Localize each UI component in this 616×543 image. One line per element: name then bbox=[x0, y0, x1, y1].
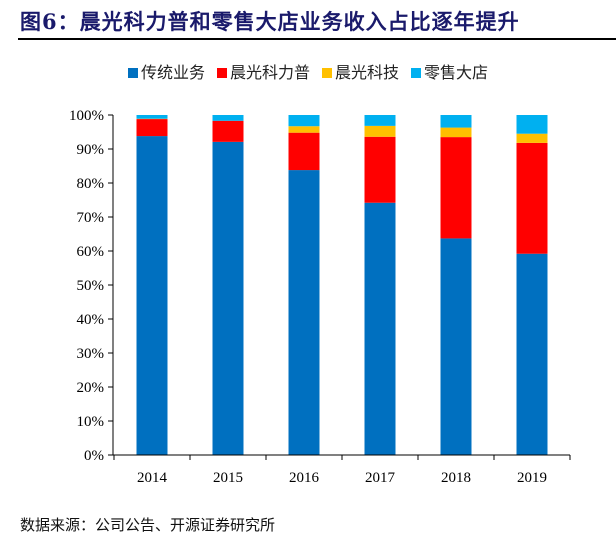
bar-segment bbox=[212, 115, 244, 121]
legend-swatch bbox=[216, 68, 227, 78]
legend-item: 晨光科技 bbox=[322, 59, 399, 83]
legend: 传统业务 晨光科力普 晨光科技 零售大店 bbox=[0, 59, 616, 83]
x-tick-label: 2015 bbox=[213, 470, 243, 486]
bar-segment bbox=[288, 170, 320, 455]
bar-segment bbox=[288, 132, 320, 171]
bar-segment bbox=[516, 142, 548, 254]
legend-swatch bbox=[127, 68, 138, 78]
y-tick-label: 70% bbox=[77, 210, 105, 226]
chart: 2014 2015 2016 2017 2018 2019 0% 10% 20% 30% 40% 50… bbox=[69, 108, 571, 486]
title-divider bbox=[18, 38, 616, 40]
x-tick-label: 2016 bbox=[289, 470, 320, 486]
bar-segment bbox=[136, 115, 168, 119]
y-tick-label: 10% bbox=[77, 414, 105, 430]
bar-segment bbox=[440, 127, 472, 138]
legend-swatch bbox=[322, 68, 332, 78]
bar-segment bbox=[288, 115, 320, 127]
bar-segment bbox=[440, 115, 472, 128]
source-note: 数据来源：公司公告、开源证券研究所 bbox=[20, 516, 276, 534]
legend-label: 传统业务 bbox=[140, 63, 205, 82]
y-tick-label: 30% bbox=[77, 346, 105, 362]
bar-segment bbox=[288, 126, 320, 133]
y-tick-label: 100% bbox=[69, 108, 104, 124]
x-tick-label: 2018 bbox=[441, 470, 471, 486]
y-tick-label: 90% bbox=[77, 142, 105, 158]
bar-segment bbox=[364, 125, 396, 137]
bar-segment bbox=[212, 120, 244, 142]
x-tick-label: 2019 bbox=[517, 470, 547, 486]
legend-item: 晨光科力普 bbox=[216, 59, 310, 83]
y-tick-label: 50% bbox=[77, 278, 105, 294]
y-tick-label: 60% bbox=[77, 244, 105, 260]
bar-segment bbox=[364, 115, 396, 126]
bar-segment bbox=[440, 137, 472, 239]
y-tick-label: 40% bbox=[77, 312, 105, 328]
bar-segment bbox=[136, 119, 168, 137]
legend-label: 晨光科力普 bbox=[229, 63, 310, 82]
y-tick-label: 80% bbox=[77, 176, 105, 192]
legend-item: 传统业务 bbox=[127, 59, 205, 83]
bar-segment bbox=[440, 238, 472, 455]
bar-segment bbox=[364, 202, 396, 455]
legend-swatch bbox=[411, 68, 422, 78]
legend-item: 零售大店 bbox=[411, 59, 488, 83]
bar-segment bbox=[516, 253, 548, 455]
x-tick-label: 2017 bbox=[365, 470, 396, 486]
bar-segment bbox=[364, 136, 396, 203]
legend-label: 晨光科技 bbox=[335, 63, 400, 82]
legend-label: 零售大店 bbox=[424, 63, 489, 82]
y-tick-label: 20% bbox=[77, 380, 105, 396]
bar-segment bbox=[212, 141, 244, 456]
bar-segment bbox=[516, 115, 548, 134]
y-tick-label: 0% bbox=[84, 448, 104, 464]
x-tick-label: 2014 bbox=[137, 470, 168, 486]
figure-title: 图6：晨光科力普和零售大店业务收入占比逐年提升 bbox=[20, 9, 520, 34]
bar-segment bbox=[516, 133, 548, 143]
bar-segment bbox=[136, 136, 168, 455]
